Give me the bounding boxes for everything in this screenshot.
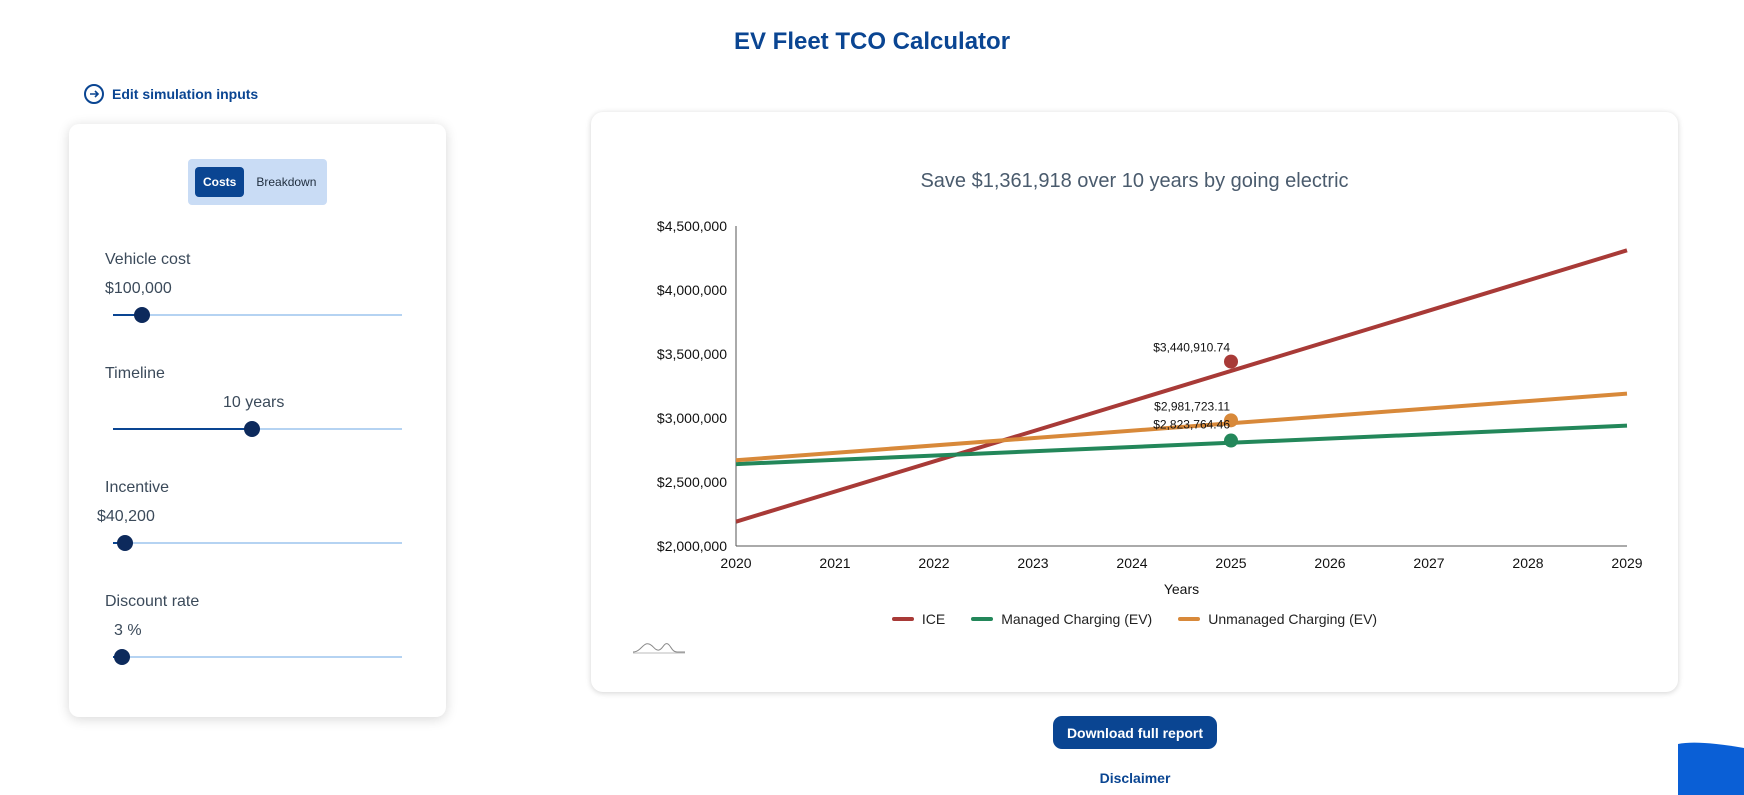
download-report-button[interactable]: Download full report <box>1053 716 1217 749</box>
x-tick-label: 2021 <box>819 555 850 571</box>
y-tick-label: $4,500,000 <box>657 218 727 234</box>
x-tick-label: 2028 <box>1512 555 1543 571</box>
slider-thumb[interactable] <box>116 535 133 551</box>
timeline-value: 10 years <box>223 394 285 411</box>
discount-rate-slider[interactable] <box>113 649 402 665</box>
timeline-label: Timeline <box>105 365 165 382</box>
x-axis-label: Years <box>1164 581 1199 597</box>
series-line <box>735 423 1628 467</box>
vehicle-cost-label: Vehicle cost <box>105 251 191 268</box>
series-line <box>735 248 1628 524</box>
legend-label-ice: ICE <box>921 611 946 627</box>
y-tick-label: $2,500,000 <box>657 474 727 490</box>
highlight-point <box>1224 354 1238 369</box>
discount-rate-label: Discount rate <box>105 593 200 610</box>
legend-managed[interactable]: Managed Charging (EV) <box>971 611 1152 627</box>
chart-legend: ICE Managed Charging (EV) Unmanaged Char… <box>591 611 1678 627</box>
highlight-value-label: $2,981,723.11 <box>1154 399 1230 413</box>
incentive-slider[interactable] <box>113 535 402 551</box>
incentive-label: Incentive <box>105 479 170 496</box>
timeline-slider[interactable] <box>113 421 402 437</box>
x-tick-label: 2027 <box>1413 555 1444 571</box>
y-tick-label: $2,000,000 <box>657 538 727 554</box>
y-tick-label: $3,000,000 <box>657 410 727 426</box>
tco-line-chart: $2,000,000 $2,500,000 $3,000,000 $3,500,000… <box>657 218 1643 597</box>
legend-unmanaged[interactable]: Unmanaged Charging (EV) <box>1178 611 1377 627</box>
x-tick-label: 2023 <box>1017 555 1048 571</box>
toggle-costs[interactable]: Costs <box>195 167 245 197</box>
vehicle-cost-value: $100,000 <box>105 280 172 297</box>
inputs-panel: Costs Breakdown Vehicle cost $100,000 Ti… <box>69 124 446 717</box>
chart-brush-icon[interactable] <box>631 636 687 656</box>
edit-inputs-label: Edit simulation inputs <box>112 86 259 102</box>
view-toggle: Costs Breakdown <box>188 159 327 205</box>
x-tick-label: 2025 <box>1215 555 1246 571</box>
chart-title: Save $1,361,918 over 10 years by going e… <box>920 170 1349 192</box>
disclaimer-link[interactable]: Disclaimer <box>1099 770 1171 786</box>
x-tick-label: 2024 <box>1116 555 1147 571</box>
edit-inputs-link[interactable]: Edit simulation inputs <box>84 84 258 104</box>
x-tick-label: 2022 <box>918 555 949 571</box>
legend-label-managed: Managed Charging (EV) <box>1001 611 1153 627</box>
legend-swatch-ice <box>891 617 914 621</box>
legend-ice[interactable]: ICE <box>891 611 946 627</box>
highlight-value-label: $3,440,910.74 <box>1153 341 1230 355</box>
vehicle-cost-slider[interactable] <box>113 307 402 323</box>
legend-label-unmanaged: Unmanaged Charging (EV) <box>1208 611 1378 627</box>
x-tick-label: 2020 <box>720 555 751 571</box>
arrow-right-circle-icon <box>84 84 104 104</box>
y-tick-label: $4,000,000 <box>657 282 727 298</box>
highlight-value-label: $2,823,764.46 <box>1153 418 1230 432</box>
x-tick-label: 2029 <box>1611 555 1642 571</box>
slider-thumb[interactable] <box>133 307 150 323</box>
corner-decoration <box>1678 742 1744 795</box>
slider-thumb[interactable] <box>243 421 260 437</box>
highlight-point <box>1224 433 1238 448</box>
legend-swatch-managed <box>971 617 994 621</box>
toggle-breakdown[interactable]: Breakdown <box>256 175 317 189</box>
slider-thumb[interactable] <box>113 649 130 665</box>
series-line <box>735 391 1628 463</box>
slider-fill <box>113 314 142 316</box>
chart-card: Save $1,361,918 over 10 years by going e… <box>591 112 1678 692</box>
page-title: EV Fleet TCO Calculator <box>733 28 1011 55</box>
discount-rate-value: 3 % <box>114 622 142 639</box>
incentive-value: $40,200 <box>97 508 155 525</box>
y-tick-label: $3,500,000 <box>657 346 727 362</box>
highlight-point <box>1224 413 1238 428</box>
legend-swatch-unmanaged <box>1178 617 1201 621</box>
x-tick-label: 2026 <box>1314 555 1345 571</box>
slider-fill <box>113 428 252 430</box>
